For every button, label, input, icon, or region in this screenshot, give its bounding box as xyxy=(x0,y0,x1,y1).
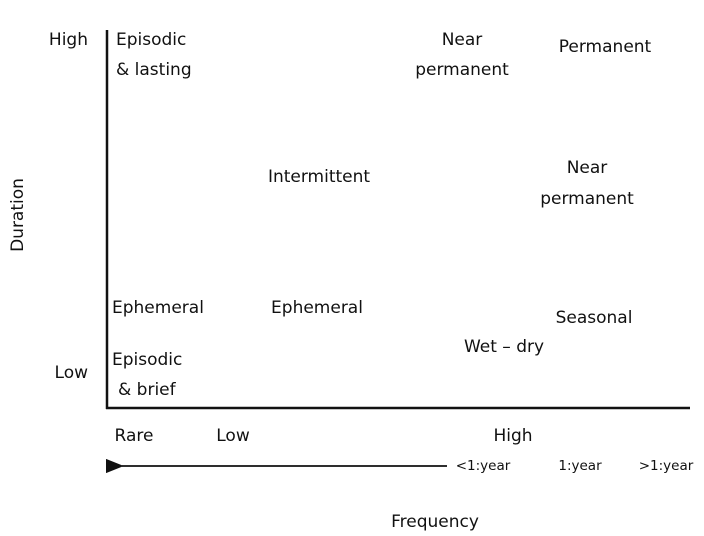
region-label: Episodic xyxy=(116,30,186,50)
region-label: Permanent xyxy=(559,37,652,57)
x-ratio: <1:year xyxy=(456,458,511,474)
x-rare: Rare xyxy=(115,426,154,446)
x-ratio: 1:year xyxy=(558,458,602,474)
y-low: Low xyxy=(55,363,89,383)
region-label: & lasting xyxy=(116,60,192,80)
x-axis-label: Frequency xyxy=(391,512,479,532)
region-label: Wet – dry xyxy=(464,337,544,357)
region-label: Ephemeral xyxy=(271,298,363,318)
y-high: High xyxy=(49,30,88,50)
region-label: Near xyxy=(442,30,483,50)
region-label: permanent xyxy=(415,60,509,80)
x-high: High xyxy=(493,426,532,446)
region-label: Seasonal xyxy=(556,308,633,328)
y-axis-label: Duration xyxy=(8,178,28,252)
region-label: Episodic xyxy=(112,350,182,370)
x-ratio: >1:year xyxy=(639,458,694,474)
region-label: Ephemeral xyxy=(112,298,204,318)
region-label: Near xyxy=(567,158,608,178)
x-low: Low xyxy=(216,426,250,446)
region-label: permanent xyxy=(540,189,634,209)
region-label: Intermittent xyxy=(268,167,370,187)
region-label: & brief xyxy=(118,380,177,400)
